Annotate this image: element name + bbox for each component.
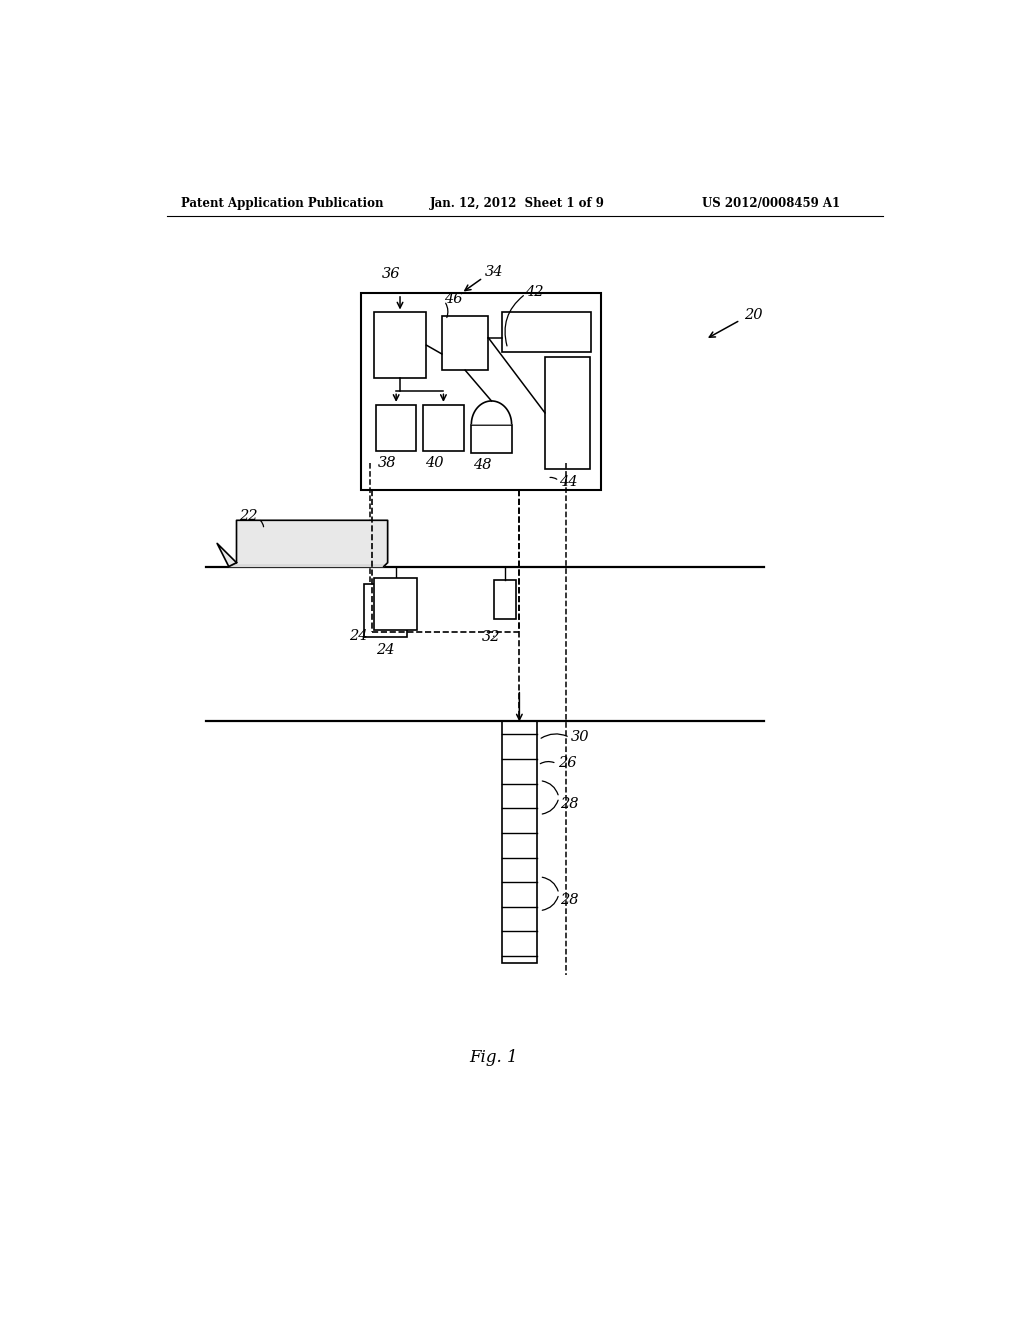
Bar (375, 578, 417, 631)
Text: 28: 28 (560, 892, 579, 907)
Polygon shape (228, 562, 388, 566)
Text: US 2012/0008459 A1: US 2012/0008459 A1 (701, 197, 840, 210)
Text: 38: 38 (378, 455, 396, 470)
Text: 44: 44 (559, 475, 578, 488)
Text: 22: 22 (239, 510, 257, 524)
Bar (545, 358, 590, 469)
Text: 48: 48 (473, 458, 492, 471)
Polygon shape (237, 520, 388, 562)
Text: 46: 46 (444, 292, 463, 306)
Text: Jan. 12, 2012  Sheet 1 of 9: Jan. 12, 2012 Sheet 1 of 9 (430, 197, 605, 210)
Bar (365, 585, 407, 636)
Text: Patent Application Publication: Patent Application Publication (180, 197, 383, 210)
Text: 26: 26 (558, 756, 577, 770)
Text: 40: 40 (425, 455, 443, 470)
Bar (423, 405, 464, 451)
Bar (502, 721, 538, 964)
Text: 34: 34 (485, 265, 504, 280)
Text: 28: 28 (560, 797, 579, 810)
Bar (442, 317, 488, 370)
Bar (471, 425, 512, 453)
Text: 42: 42 (524, 285, 544, 300)
Text: 36: 36 (382, 267, 400, 281)
Text: 24: 24 (349, 628, 368, 643)
Bar (494, 581, 515, 619)
Text: 20: 20 (744, 308, 763, 322)
Bar (360, 293, 601, 490)
Bar (376, 405, 417, 451)
Bar (502, 313, 591, 352)
Polygon shape (217, 544, 237, 566)
Text: 30: 30 (571, 730, 590, 744)
Text: 32: 32 (481, 631, 500, 644)
Bar (374, 313, 426, 378)
Text: Fig. 1: Fig. 1 (469, 1049, 517, 1067)
PathPatch shape (471, 401, 512, 425)
Text: 24: 24 (376, 643, 394, 656)
